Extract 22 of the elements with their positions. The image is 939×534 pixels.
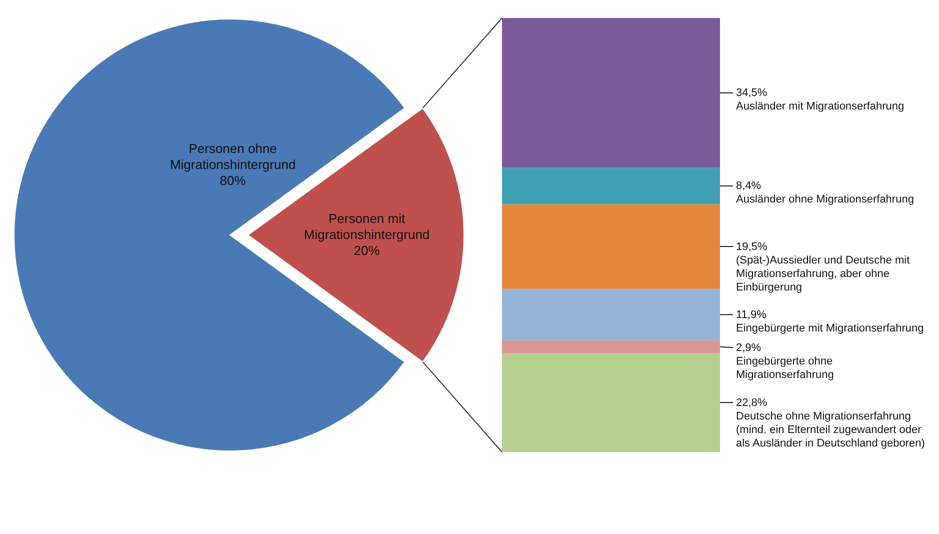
- series-label: Eingebürgerte mit Migrationserfahrung: [736, 322, 924, 334]
- bar: [502, 288, 720, 340]
- bar: [502, 340, 720, 354]
- series-label: Deutsche ohne Migrationserfahrung (mind. ein Elternteil zugewandert oder als Ausländer in Deutschland geboren): [736, 410, 925, 450]
- data-label: 11,9%: [736, 308, 767, 321]
- series-label: (Spät-)Aussiedler und Deutsche mit Migrationserfahrung, aber ohne Einbürgerung: [736, 254, 910, 294]
- series-label: Ausländer mit Migrationserfahrung: [736, 100, 904, 113]
- bar: [502, 204, 720, 289]
- series-label: Ausländer ohne Migrationserfahrung: [736, 194, 914, 206]
- data-label: 22,8%: [736, 396, 768, 409]
- series-label: Eingebürgerte ohne Migrationserfahrung: [736, 355, 834, 381]
- bar: [502, 353, 720, 452]
- data-label: 20%: [354, 243, 380, 258]
- slice-label: Personen mit Migrationshintergrund: [304, 211, 430, 242]
- data-label: 8,4%: [736, 180, 762, 192]
- slice-label: Personen ohne Migrationshintergrund: [170, 141, 296, 172]
- data-label: 2,9%: [736, 342, 762, 354]
- bar: [502, 168, 720, 204]
- bar: [502, 18, 720, 168]
- data-label: 19,5%: [736, 240, 768, 253]
- data-label: 34,5%: [736, 87, 768, 100]
- data-label: 80%: [220, 173, 246, 188]
